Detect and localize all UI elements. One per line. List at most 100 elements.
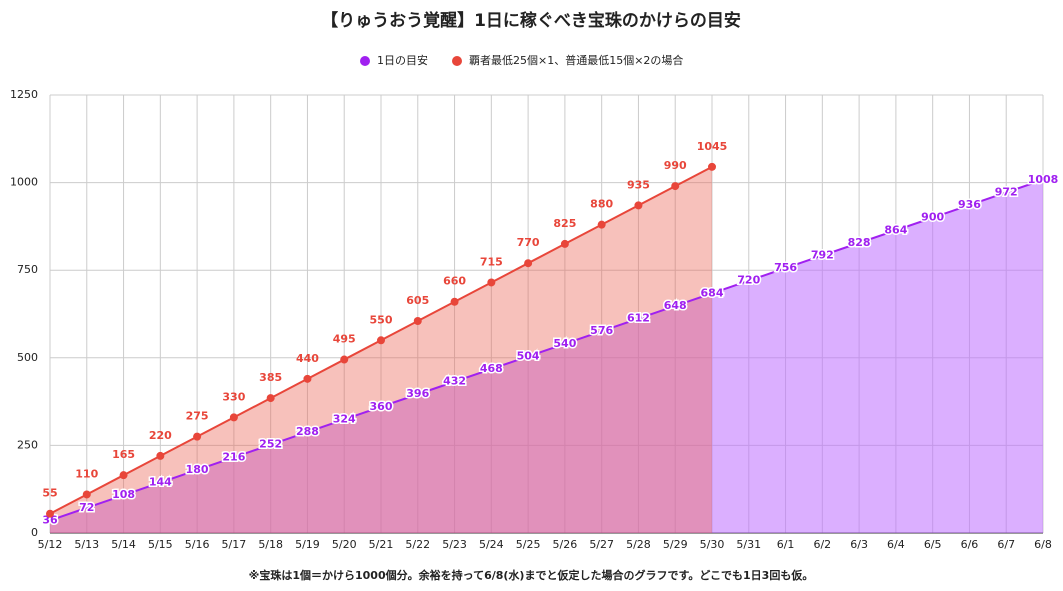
- data-label: 828: [848, 236, 871, 249]
- chart-title: 【りゅうおう覚醒】1日に稼ぐべき宝珠のかけらの目安: [321, 10, 741, 31]
- data-label: 550: [370, 313, 393, 326]
- data-label: 900: [921, 211, 944, 224]
- point: [156, 451, 165, 460]
- point: [597, 220, 606, 229]
- data-label: 72: [79, 501, 94, 514]
- data-label: 504: [517, 349, 540, 362]
- data-label: 540: [553, 337, 576, 350]
- data-label: 756: [774, 261, 797, 274]
- data-label: 252: [259, 438, 282, 451]
- data-label: 288: [296, 425, 319, 438]
- data-label: 612: [627, 312, 650, 325]
- x-tick-label: 5/12: [38, 538, 63, 551]
- data-label: 108: [112, 488, 135, 501]
- data-label: 144: [149, 476, 172, 489]
- x-tick-label: 6/3: [850, 538, 868, 551]
- data-label: 684: [701, 286, 724, 299]
- y-tick-label: 500: [17, 351, 38, 364]
- footnote: ※宝珠は1個＝かけら1000個分。余裕を持って6/8(水)までと仮定した場合のグ…: [249, 568, 814, 582]
- x-tick-label: 5/16: [185, 538, 210, 551]
- point: [46, 509, 54, 518]
- data-label: 330: [222, 390, 245, 403]
- data-label: 792: [811, 248, 834, 261]
- point: [193, 432, 202, 441]
- x-tick-label: 5/20: [332, 538, 357, 551]
- x-tick-label: 6/6: [961, 538, 979, 551]
- x-tick-label: 5/17: [222, 538, 247, 551]
- data-label: 360: [370, 400, 393, 413]
- x-tick-label: 5/19: [295, 538, 320, 551]
- data-label: 432: [443, 375, 466, 388]
- x-tick-label: 5/27: [589, 538, 614, 551]
- data-label: 385: [259, 371, 282, 384]
- data-label: 648: [664, 299, 687, 312]
- data-label: 1008: [1028, 173, 1059, 186]
- data-label: 180: [186, 463, 209, 476]
- data-label: 324: [333, 412, 356, 425]
- point: [377, 336, 385, 345]
- data-label: 216: [222, 450, 245, 463]
- data-label: 576: [590, 324, 613, 337]
- data-label: 275: [186, 410, 209, 423]
- legend-swatch: [360, 56, 370, 66]
- point: [560, 239, 569, 248]
- legend-label: 覇者最低25個×1、普通最低15個×2の場合: [469, 53, 683, 67]
- point: [413, 317, 422, 326]
- x-tick-label: 5/22: [405, 538, 430, 551]
- data-label: 605: [406, 294, 429, 307]
- data-label: 468: [480, 362, 503, 375]
- data-label: 972: [995, 185, 1018, 198]
- legend-label: 1日の目安: [377, 53, 428, 67]
- point: [634, 201, 643, 210]
- y-tick-label: 1250: [10, 88, 38, 101]
- data-label: 110: [75, 467, 98, 480]
- point: [524, 259, 533, 268]
- data-label: 660: [443, 275, 466, 288]
- point: [487, 278, 496, 287]
- x-tick-label: 6/5: [924, 538, 942, 551]
- data-label: 36: [42, 513, 58, 526]
- x-tick-label: 6/7: [997, 538, 1015, 551]
- x-tick-label: 5/18: [258, 538, 283, 551]
- y-tick-label: 1000: [10, 176, 38, 189]
- x-tick-label: 5/13: [74, 538, 99, 551]
- data-label: 165: [112, 448, 135, 461]
- x-tick-label: 6/1: [777, 538, 795, 551]
- x-tick-label: 5/29: [663, 538, 688, 551]
- data-label: 864: [884, 223, 907, 236]
- x-tick-label: 5/28: [626, 538, 651, 551]
- line: [49, 178, 1044, 522]
- point: [671, 182, 680, 191]
- point: [82, 490, 91, 499]
- legend-swatch: [452, 56, 462, 66]
- x-tick-label: 6/4: [887, 538, 905, 551]
- point: [340, 355, 349, 364]
- data-label: 935: [627, 178, 650, 191]
- data-label: 770: [517, 236, 540, 249]
- x-tick-label: 6/8: [1034, 538, 1052, 551]
- y-tick-label: 0: [31, 526, 38, 539]
- x-tick-label: 5/15: [148, 538, 173, 551]
- x-tick-label: 5/21: [369, 538, 394, 551]
- x-tick-label: 5/26: [553, 538, 578, 551]
- x-tick-label: 5/23: [442, 538, 467, 551]
- point: [450, 297, 459, 306]
- area: [50, 166, 712, 533]
- x-tick-label: 5/14: [111, 538, 136, 551]
- x-tick-label: 5/30: [700, 538, 725, 551]
- data-label: 990: [664, 159, 687, 172]
- data-label: 55: [42, 487, 57, 500]
- data-label: 720: [737, 274, 760, 287]
- point: [266, 394, 275, 403]
- point: [229, 413, 238, 422]
- data-label: 825: [553, 217, 576, 230]
- y-tick-label: 250: [17, 438, 38, 451]
- data-label: 396: [406, 387, 429, 400]
- data-label: 495: [333, 333, 356, 346]
- data-label: 1045: [697, 140, 728, 153]
- area: [50, 179, 1043, 533]
- data-label: 220: [149, 429, 172, 442]
- x-tick-label: 5/31: [736, 538, 761, 551]
- x-tick-label: 5/25: [516, 538, 541, 551]
